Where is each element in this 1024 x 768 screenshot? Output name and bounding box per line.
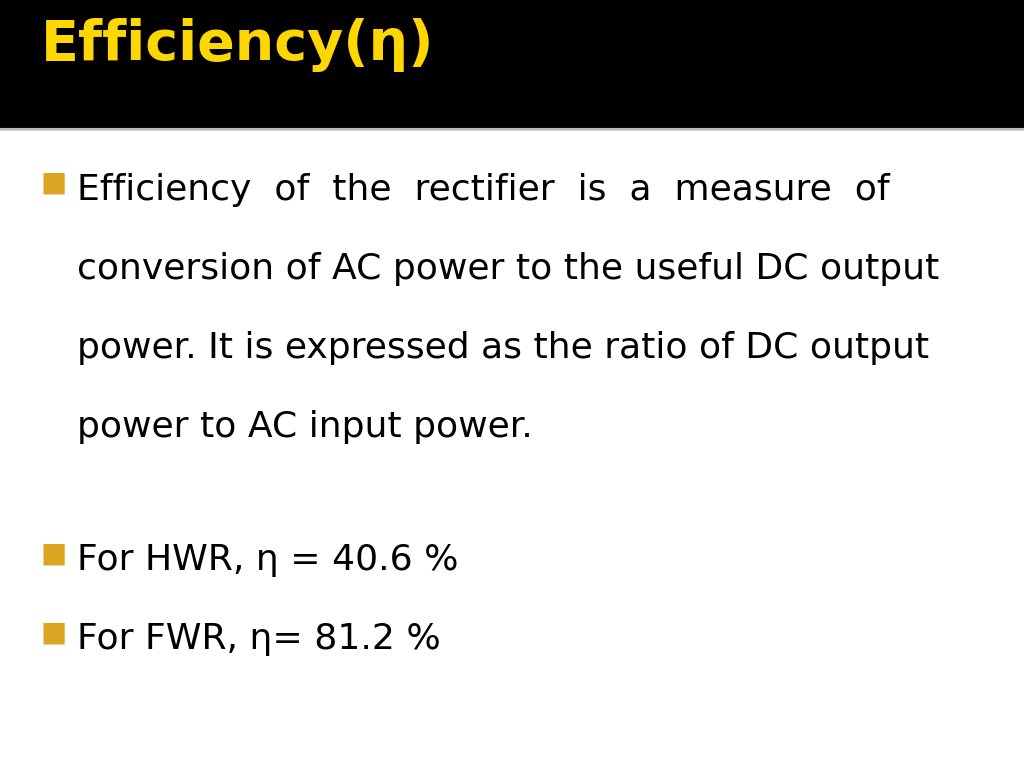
Text: conversion of AC power to the useful DC output: conversion of AC power to the useful DC … xyxy=(77,252,939,286)
Text: ■: ■ xyxy=(41,618,68,646)
Text: ■: ■ xyxy=(41,539,68,567)
Text: For HWR, η = 40.6 %: For HWR, η = 40.6 % xyxy=(77,543,459,577)
Text: For FWR, η= 81.2 %: For FWR, η= 81.2 % xyxy=(77,622,440,656)
Text: Efficiency  of  the  rectifier  is  a  measure  of: Efficiency of the rectifier is a measure… xyxy=(77,173,890,207)
Text: power. It is expressed as the ratio of DC output: power. It is expressed as the ratio of D… xyxy=(77,331,929,365)
Text: Efficiency(η): Efficiency(η) xyxy=(41,18,434,72)
Text: ■: ■ xyxy=(41,169,68,197)
Text: power to AC input power.: power to AC input power. xyxy=(77,410,532,444)
Bar xyxy=(0,0,1024,129)
